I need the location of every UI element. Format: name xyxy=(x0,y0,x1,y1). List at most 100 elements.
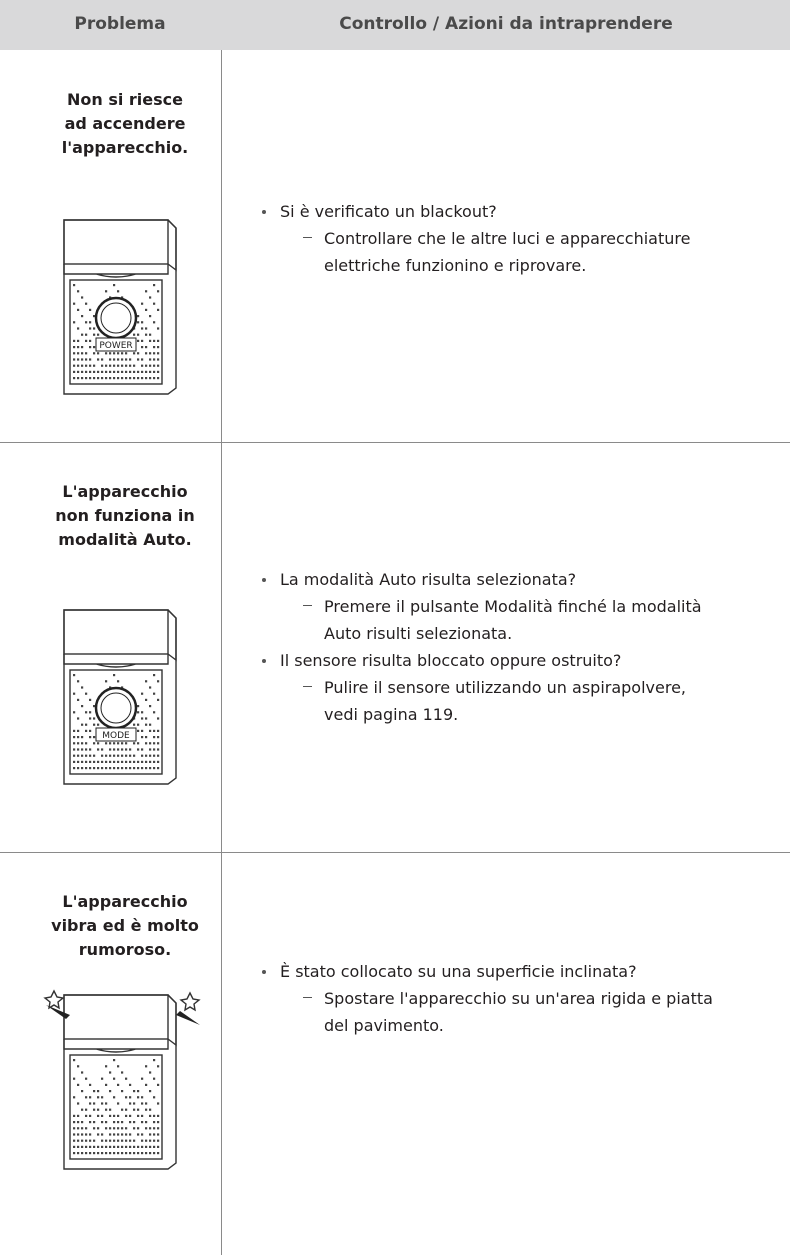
dot xyxy=(157,377,160,380)
dot xyxy=(113,674,116,677)
dot xyxy=(121,370,124,373)
dash xyxy=(303,237,312,238)
dot xyxy=(81,333,84,336)
dot xyxy=(89,308,92,311)
dot xyxy=(157,1127,160,1130)
dot xyxy=(85,333,88,336)
dot xyxy=(81,1090,84,1093)
top-panel xyxy=(63,994,169,1040)
dot xyxy=(149,1108,152,1111)
dot xyxy=(157,1065,160,1068)
dot xyxy=(93,760,96,763)
dot xyxy=(93,333,96,336)
dot xyxy=(77,290,80,293)
dot xyxy=(141,729,144,732)
dot xyxy=(125,742,128,745)
dot xyxy=(93,1090,96,1093)
dot xyxy=(149,1127,152,1130)
dot xyxy=(141,711,144,714)
dot xyxy=(121,364,124,367)
dot xyxy=(129,1139,132,1142)
dot xyxy=(153,692,156,695)
dot xyxy=(73,754,76,757)
dot xyxy=(105,1145,108,1148)
dot xyxy=(125,1139,128,1142)
dot xyxy=(137,352,140,355)
dot xyxy=(129,1096,132,1099)
action-text: elettriche funzionino e riprovare. xyxy=(324,256,587,275)
dash xyxy=(303,686,312,687)
dot xyxy=(101,364,104,367)
dot xyxy=(145,308,148,311)
dot xyxy=(137,760,140,763)
dot xyxy=(117,358,120,361)
dot xyxy=(141,346,144,349)
dot xyxy=(93,1152,96,1155)
dot xyxy=(109,1108,112,1111)
button xyxy=(100,302,132,334)
dot xyxy=(137,711,140,714)
dot xyxy=(157,370,160,373)
dot xyxy=(153,760,156,763)
dot xyxy=(85,711,88,714)
dot xyxy=(73,674,76,677)
dot xyxy=(97,760,100,763)
dot xyxy=(113,748,116,751)
dot xyxy=(153,364,156,367)
dot xyxy=(137,321,140,324)
dot xyxy=(101,1145,104,1148)
dot xyxy=(137,1145,140,1148)
dot xyxy=(101,754,104,757)
dot xyxy=(153,284,156,287)
dot xyxy=(133,1108,136,1111)
dot xyxy=(93,723,96,726)
dot xyxy=(81,358,84,361)
dot xyxy=(73,692,76,695)
dot xyxy=(129,748,132,751)
purifier-illustration: POWER xyxy=(63,219,177,395)
label-box xyxy=(95,727,137,742)
dot xyxy=(125,358,128,361)
grille xyxy=(69,669,163,775)
dot xyxy=(89,1145,92,1148)
dot xyxy=(157,308,160,311)
dot xyxy=(133,742,136,745)
dot xyxy=(73,760,76,763)
dot xyxy=(113,1133,116,1136)
dot xyxy=(117,767,120,770)
dot xyxy=(133,767,136,770)
dot xyxy=(85,1145,88,1148)
dot xyxy=(109,358,112,361)
button-label: MODE xyxy=(102,731,130,741)
dot xyxy=(73,1059,76,1062)
dot xyxy=(89,321,92,324)
dot xyxy=(81,1127,84,1130)
dot xyxy=(133,1145,136,1148)
dot xyxy=(113,1152,116,1155)
dot xyxy=(89,1139,92,1142)
dot xyxy=(157,729,160,732)
dot xyxy=(81,1121,84,1124)
problem-text: vibra ed è molto xyxy=(51,916,199,935)
dot xyxy=(73,742,76,745)
dot xyxy=(145,370,148,373)
bullet xyxy=(262,970,266,974)
dot xyxy=(137,729,140,732)
dot xyxy=(113,1114,116,1117)
side xyxy=(167,609,177,662)
dot xyxy=(97,767,100,770)
dot xyxy=(153,674,156,677)
dot xyxy=(113,352,116,355)
dot xyxy=(77,370,80,373)
dot xyxy=(157,1152,160,1155)
dot xyxy=(141,370,144,373)
dot xyxy=(101,1152,104,1155)
dot xyxy=(81,1108,84,1111)
dot xyxy=(85,377,88,380)
dot xyxy=(129,1145,132,1148)
problem-text: ad accendere xyxy=(64,114,186,133)
dot xyxy=(145,1102,148,1105)
dot xyxy=(141,1121,144,1124)
dot xyxy=(81,1133,84,1136)
dot xyxy=(101,1133,104,1136)
